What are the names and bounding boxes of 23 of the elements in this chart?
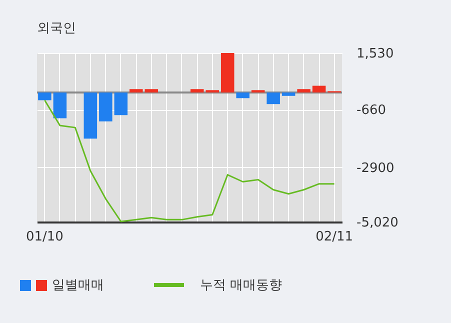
bar <box>282 92 296 96</box>
bar <box>312 86 326 92</box>
bar <box>144 89 158 92</box>
bar <box>99 92 112 122</box>
y-tick-label: 1,530 <box>356 46 394 62</box>
bar <box>236 92 250 98</box>
chart-title: 외국인 <box>37 21 76 36</box>
x-tick-label: 02/11 <box>316 230 354 244</box>
y-tick-label: -2900 <box>356 160 394 176</box>
bar <box>38 92 52 100</box>
line-series <box>44 99 336 222</box>
bar <box>84 92 98 139</box>
legend-label: 일별매매 <box>52 277 104 294</box>
x-tick-label: 01/10 <box>26 230 64 244</box>
bar <box>220 53 234 92</box>
y-tick-label: -5,020 <box>356 216 398 230</box>
bar <box>130 89 143 92</box>
bar <box>266 92 280 104</box>
legend-label: 누적 매매동향 <box>200 277 282 294</box>
y-tick-label: -660 <box>356 103 386 118</box>
bar <box>53 92 67 118</box>
bar <box>114 92 128 116</box>
bar <box>297 89 310 92</box>
